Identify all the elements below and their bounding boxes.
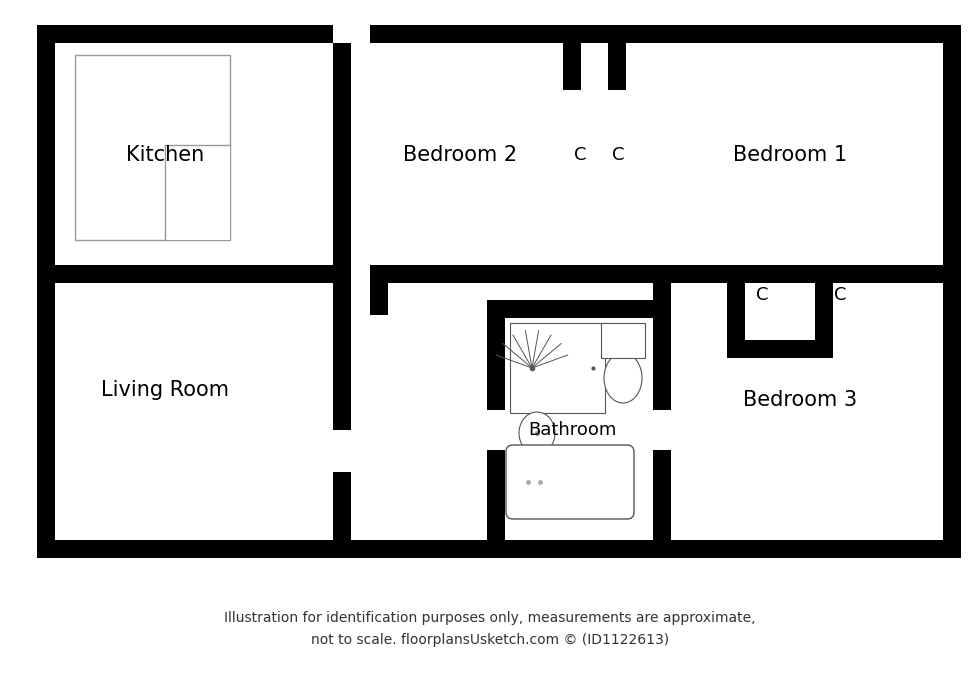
Text: Living Room: Living Room: [101, 380, 229, 400]
Bar: [653, 450, 671, 540]
Bar: [815, 265, 833, 340]
Bar: [563, 43, 581, 90]
Bar: [333, 43, 351, 265]
Bar: [653, 265, 671, 318]
Text: Illustration for identification purposes only, measurements are approximate,: Illustration for identification purposes…: [224, 611, 756, 625]
Bar: [487, 318, 505, 410]
Bar: [370, 25, 961, 43]
Bar: [75, 55, 230, 240]
Bar: [487, 450, 505, 540]
Text: C: C: [756, 286, 768, 304]
Bar: [727, 265, 745, 340]
Bar: [37, 540, 961, 558]
Text: C: C: [612, 146, 624, 164]
Text: C: C: [573, 146, 586, 164]
Text: Bedroom 2: Bedroom 2: [403, 145, 517, 165]
Bar: [37, 265, 351, 283]
Text: Kitchen: Kitchen: [125, 145, 204, 165]
Bar: [608, 43, 626, 90]
Bar: [727, 340, 833, 358]
Ellipse shape: [604, 353, 642, 403]
Text: Bathroom: Bathroom: [528, 421, 616, 439]
FancyBboxPatch shape: [506, 445, 634, 519]
Text: not to scale. floorplansUsketch.com © (ID1122613): not to scale. floorplansUsketch.com © (I…: [311, 633, 669, 647]
Bar: [601, 323, 645, 358]
Text: Bedroom 1: Bedroom 1: [733, 145, 847, 165]
Bar: [370, 265, 388, 315]
Bar: [370, 265, 961, 283]
Bar: [510, 323, 605, 413]
Ellipse shape: [519, 412, 555, 454]
Bar: [165, 145, 230, 240]
Bar: [37, 25, 55, 558]
Bar: [487, 300, 671, 318]
Bar: [943, 25, 961, 558]
Bar: [37, 25, 333, 43]
Bar: [333, 265, 351, 430]
Bar: [653, 318, 671, 410]
Text: C: C: [834, 286, 847, 304]
Text: Bedroom 3: Bedroom 3: [743, 390, 858, 410]
Bar: [333, 472, 351, 558]
